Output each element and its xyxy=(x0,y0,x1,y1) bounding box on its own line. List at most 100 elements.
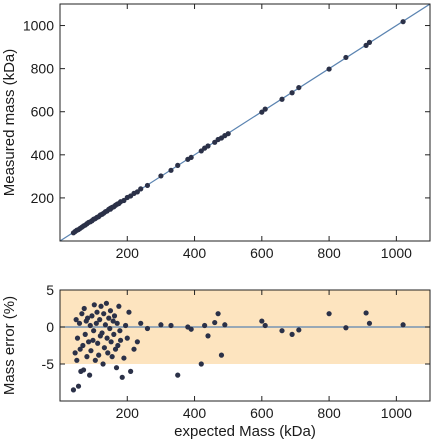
data-point xyxy=(109,354,115,360)
x-tick-label: 1000 xyxy=(381,245,412,261)
x-tick-label: 800 xyxy=(317,245,341,261)
data-point xyxy=(89,313,95,319)
data-point xyxy=(94,309,100,315)
data-point xyxy=(202,322,208,329)
data-point xyxy=(91,302,97,308)
y-tick-label: 800 xyxy=(31,61,55,77)
data-point xyxy=(74,357,80,363)
data-point xyxy=(175,162,181,168)
data-point xyxy=(98,303,104,309)
data-point xyxy=(116,303,122,309)
data-point xyxy=(289,331,295,337)
data-point xyxy=(400,322,406,328)
data-point xyxy=(117,337,124,343)
plot-area xyxy=(60,4,430,241)
data-point xyxy=(366,39,373,45)
data-point xyxy=(363,310,369,316)
data-point xyxy=(289,90,295,96)
plot-area xyxy=(60,290,430,393)
data-point xyxy=(87,322,93,329)
data-point xyxy=(93,320,99,326)
data-point xyxy=(205,333,211,339)
data-point xyxy=(225,131,231,137)
data-point xyxy=(85,339,92,345)
data-point xyxy=(188,154,194,161)
data-point xyxy=(122,322,129,329)
data-point xyxy=(279,328,285,334)
data-point xyxy=(82,331,88,337)
data-point xyxy=(101,311,107,317)
data-point xyxy=(91,328,97,334)
y-tick-label: 400 xyxy=(31,147,55,163)
data-point xyxy=(121,355,127,361)
x-tick-label: 1000 xyxy=(381,405,412,421)
data-point xyxy=(88,348,94,354)
data-point xyxy=(107,308,114,314)
data-point xyxy=(80,342,86,349)
y-tick-label: -5 xyxy=(42,356,55,372)
data-point xyxy=(296,84,302,91)
data-point xyxy=(121,197,127,204)
data-point xyxy=(366,320,373,326)
y-tick-label: 1000 xyxy=(23,18,54,34)
data-point xyxy=(218,352,225,358)
data-point xyxy=(205,143,211,149)
x-tick-label: 600 xyxy=(250,405,274,421)
data-point xyxy=(326,66,332,72)
data-point xyxy=(114,320,120,326)
x-tick-label: 800 xyxy=(317,405,341,421)
data-point xyxy=(343,54,349,61)
data-point xyxy=(126,309,132,315)
data-point xyxy=(259,318,265,324)
data-point xyxy=(106,315,112,321)
plot-frame xyxy=(59,3,431,242)
data-point xyxy=(90,337,96,343)
data-point xyxy=(113,365,120,371)
data-point xyxy=(103,300,110,306)
y-axis-label: Mass error (%) xyxy=(1,296,18,395)
x-tick-label: 200 xyxy=(116,405,140,421)
data-point xyxy=(119,374,125,380)
data-point xyxy=(326,311,332,317)
data-point xyxy=(296,327,302,333)
data-point xyxy=(79,311,85,317)
data-point xyxy=(76,320,83,326)
data-point xyxy=(77,346,83,352)
data-point xyxy=(80,367,87,373)
data-point xyxy=(168,167,174,173)
data-point xyxy=(87,372,93,378)
data-point xyxy=(97,317,103,323)
data-point xyxy=(131,346,137,352)
data-point xyxy=(84,315,91,321)
data-point xyxy=(168,322,174,329)
data-point xyxy=(279,96,285,102)
x-tick-label: 400 xyxy=(183,405,207,421)
data-point xyxy=(111,331,117,337)
data-point xyxy=(95,340,101,346)
data-point xyxy=(92,357,98,363)
data-point xyxy=(108,339,114,345)
data-point xyxy=(96,352,102,358)
y-tick-label: 5 xyxy=(46,282,54,298)
data-point xyxy=(134,189,140,195)
data-point xyxy=(144,182,151,189)
data-point xyxy=(117,328,123,334)
data-point xyxy=(134,339,140,345)
data-point xyxy=(115,342,121,349)
data-point xyxy=(128,368,134,374)
data-point xyxy=(124,335,130,341)
data-point xyxy=(158,322,164,328)
data-point xyxy=(198,361,204,367)
data-point xyxy=(175,372,181,378)
data-point xyxy=(110,318,116,324)
data-point xyxy=(73,317,79,323)
data-point xyxy=(112,346,119,352)
data-point xyxy=(262,322,268,329)
data-point xyxy=(81,305,87,312)
data-point xyxy=(343,325,349,331)
data-point xyxy=(111,313,118,319)
data-point xyxy=(262,106,268,112)
x-tick-label: 600 xyxy=(250,245,274,261)
y-tick-label: 200 xyxy=(31,190,55,206)
data-point xyxy=(215,311,221,317)
